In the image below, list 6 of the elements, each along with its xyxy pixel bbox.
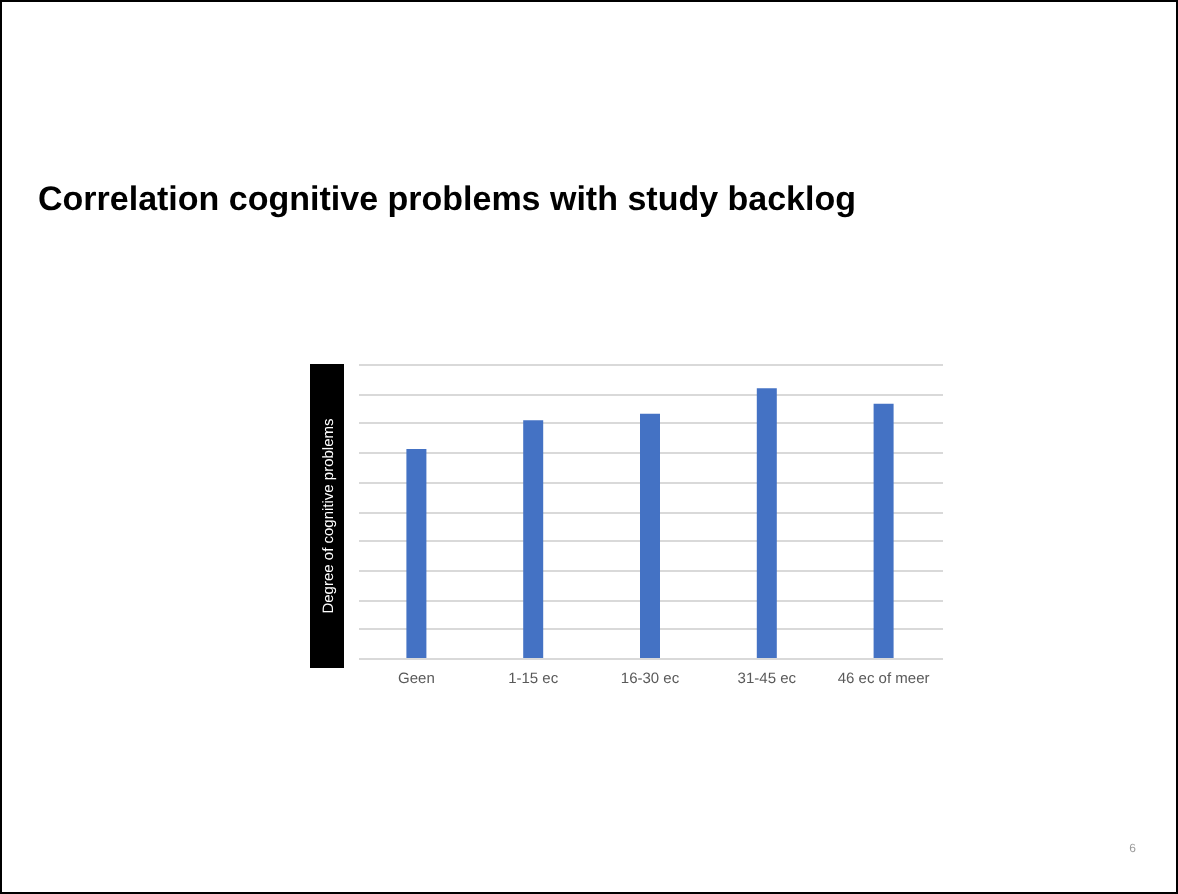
bar <box>406 448 427 658</box>
bar <box>523 420 544 658</box>
bar <box>640 413 660 658</box>
bar <box>873 403 894 658</box>
bar <box>756 388 777 658</box>
chart-title: Correlation cognitive problems with study backlog <box>38 180 857 220</box>
